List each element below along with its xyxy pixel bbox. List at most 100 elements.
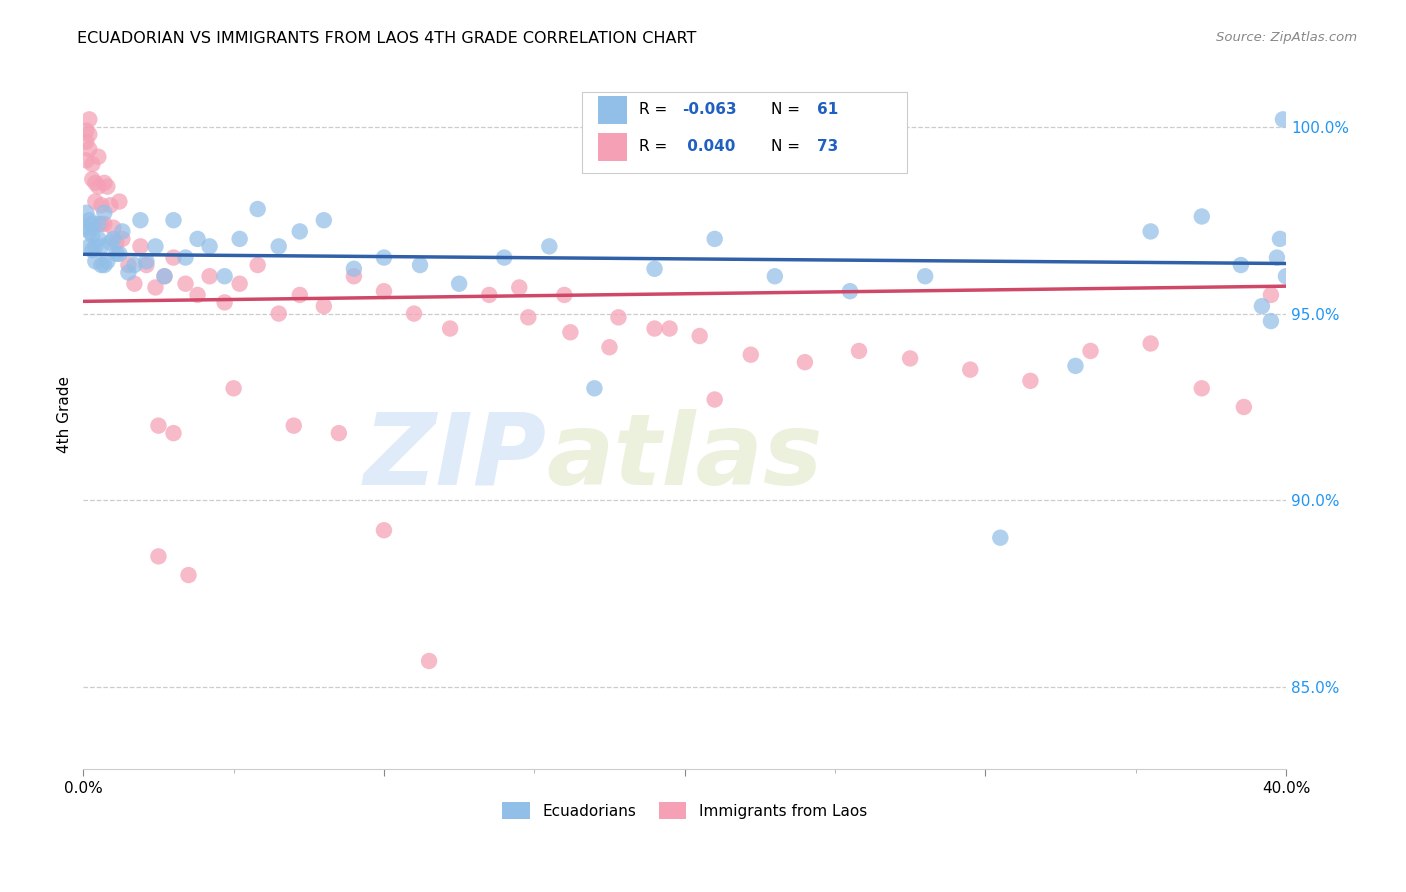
Point: [145, 280, 167, 294]
Text: 73: 73: [817, 139, 838, 154]
Point: [246, 202, 269, 216]
Point: [703, 392, 725, 407]
Point: [103, 232, 125, 246]
Point: [494, 251, 516, 265]
Point: [402, 307, 425, 321]
Point: [508, 280, 530, 294]
Text: ZIP: ZIP: [363, 409, 547, 506]
Point: [373, 523, 395, 537]
Point: [1191, 210, 1213, 224]
Point: [93, 176, 115, 190]
Point: [84, 254, 107, 268]
Point: [82, 217, 104, 231]
Point: [124, 258, 146, 272]
Point: [105, 247, 128, 261]
Point: [312, 213, 335, 227]
Text: N =: N =: [772, 139, 800, 154]
Point: [93, 258, 115, 272]
Point: [478, 288, 501, 302]
Point: [1139, 224, 1161, 238]
Text: R =: R =: [638, 103, 668, 118]
Point: [607, 310, 630, 325]
Point: [90, 258, 112, 272]
Point: [129, 239, 152, 253]
Point: [98, 235, 121, 250]
Point: [198, 239, 221, 253]
Point: [87, 217, 110, 231]
Point: [343, 261, 366, 276]
Point: [187, 232, 209, 246]
Point: [1260, 288, 1282, 302]
Point: [343, 269, 366, 284]
Point: [117, 266, 139, 280]
Point: [439, 321, 461, 335]
Point: [839, 284, 862, 298]
Point: [82, 172, 104, 186]
Point: [111, 232, 134, 246]
Point: [418, 654, 440, 668]
Point: [75, 123, 97, 137]
Point: [87, 150, 110, 164]
Point: [84, 194, 107, 209]
Point: [162, 426, 184, 441]
Point: [90, 239, 112, 253]
Point: [703, 232, 725, 246]
Point: [105, 235, 128, 250]
Point: [153, 269, 176, 284]
Point: [117, 258, 139, 272]
Point: [111, 224, 134, 238]
Point: [583, 381, 606, 395]
Point: [1139, 336, 1161, 351]
Point: [90, 217, 112, 231]
Text: -0.063: -0.063: [682, 103, 737, 118]
Point: [1268, 232, 1291, 246]
Point: [246, 258, 269, 272]
Point: [84, 239, 107, 253]
Point: [988, 531, 1011, 545]
Point: [328, 426, 350, 441]
Point: [93, 217, 115, 231]
Point: [148, 549, 170, 564]
Point: [644, 261, 666, 276]
Point: [763, 269, 786, 284]
Point: [75, 220, 97, 235]
Point: [79, 239, 101, 253]
Point: [373, 251, 395, 265]
Point: [187, 288, 209, 302]
Point: [79, 128, 101, 142]
Point: [288, 288, 311, 302]
Point: [82, 157, 104, 171]
Point: [793, 355, 815, 369]
Point: [267, 239, 290, 253]
Point: [162, 251, 184, 265]
Point: [148, 418, 170, 433]
Point: [96, 254, 118, 268]
Point: [914, 269, 936, 284]
Point: [214, 269, 236, 284]
Y-axis label: 4th Grade: 4th Grade: [58, 376, 72, 453]
Point: [135, 254, 157, 268]
Point: [1191, 381, 1213, 395]
Point: [1271, 112, 1294, 127]
Point: [93, 206, 115, 220]
Point: [75, 135, 97, 149]
FancyBboxPatch shape: [598, 133, 627, 161]
Point: [1230, 258, 1253, 272]
Point: [560, 326, 582, 340]
Point: [1019, 374, 1042, 388]
Point: [82, 243, 104, 257]
Point: [449, 277, 471, 291]
Point: [283, 418, 305, 433]
Point: [108, 247, 131, 261]
Text: 0.040: 0.040: [682, 139, 735, 154]
Text: atlas: atlas: [547, 409, 823, 506]
Point: [409, 258, 432, 272]
Text: 61: 61: [817, 103, 838, 118]
Point: [75, 153, 97, 168]
Point: [177, 568, 200, 582]
Point: [1275, 269, 1298, 284]
Point: [75, 206, 97, 220]
Point: [153, 269, 176, 284]
Point: [598, 340, 620, 354]
Point: [103, 220, 125, 235]
